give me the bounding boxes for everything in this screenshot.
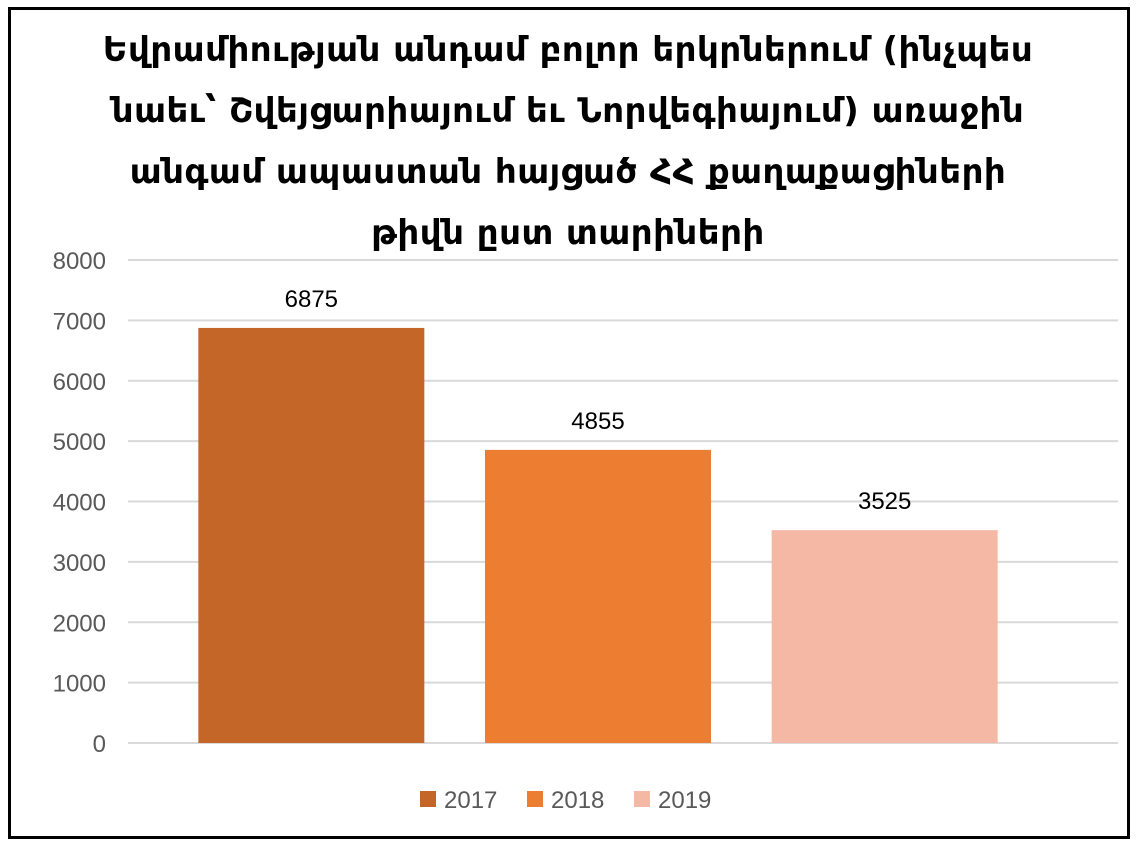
data-label: 4855	[571, 408, 624, 435]
y-tick-label: 8000	[53, 248, 106, 275]
bar-2019	[771, 530, 998, 743]
bar-2017	[198, 327, 425, 743]
chart-title-line: Եվրամիության անդամ բոլոր երկրներում (ինչ…	[102, 30, 1034, 70]
y-tick-label: 7000	[53, 308, 106, 335]
data-label: 3525	[858, 488, 911, 515]
y-tick-label: 2000	[53, 610, 106, 637]
legend-label: 2018	[551, 787, 604, 814]
chart-title-line: նաեւ՝ Շվեյցարիայում եւ Նորվեգիայում) առա…	[111, 91, 1025, 131]
y-tick-label: 4000	[53, 490, 106, 517]
legend-label: 2019	[658, 787, 711, 814]
chart-title-line: անգամ ապաստան հայցած ՀՀ քաղաքացիների	[129, 152, 1007, 192]
legend-swatch	[527, 791, 543, 807]
data-label: 6875	[285, 286, 338, 313]
chart-title: Եվրամիության անդամ բոլոր երկրներում (ինչ…	[20, 20, 1116, 264]
y-tick-label: 5000	[53, 429, 106, 456]
legend-label: 2017	[444, 787, 497, 814]
chart-frame	[8, 7, 1130, 839]
bar-2018	[485, 449, 711, 743]
legend-swatch	[420, 791, 436, 807]
y-tick-label: 3000	[53, 550, 106, 577]
chart-title-line: թիվն ըստ տարիների	[371, 213, 765, 253]
y-tick-label: 6000	[53, 369, 106, 396]
y-tick-label: 1000	[53, 671, 106, 698]
legend-swatch	[634, 791, 650, 807]
y-tick-label: 0	[93, 731, 106, 758]
